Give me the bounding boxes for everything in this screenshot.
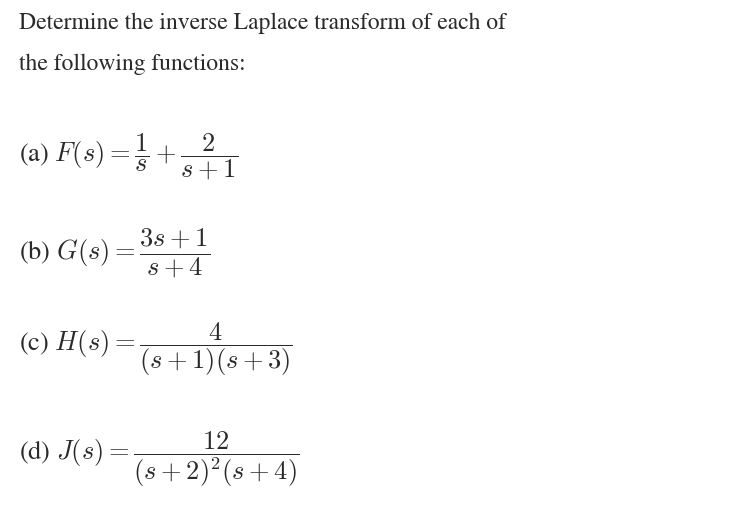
Text: Determine the inverse Laplace transform of each of: Determine the inverse Laplace transform … — [19, 13, 506, 34]
Text: (a) $F(s) = \dfrac{1}{s} + \dfrac{2}{s+1}$: (a) $F(s) = \dfrac{1}{s} + \dfrac{2}{s+1… — [19, 130, 238, 180]
Text: (c) $H(s) = \dfrac{4}{(s+1)(s+3)}$: (c) $H(s) = \dfrac{4}{(s+1)(s+3)}$ — [19, 320, 293, 377]
Text: the following functions:: the following functions: — [19, 53, 245, 75]
Text: (b) $G(s) = \dfrac{3s+1}{s+4}$: (b) $G(s) = \dfrac{3s+1}{s+4}$ — [19, 225, 210, 278]
Text: (d) $J(s) = \dfrac{12}{(s+2)^{2}(s+4)}$: (d) $J(s) = \dfrac{12}{(s+2)^{2}(s+4)}$ — [19, 428, 299, 488]
